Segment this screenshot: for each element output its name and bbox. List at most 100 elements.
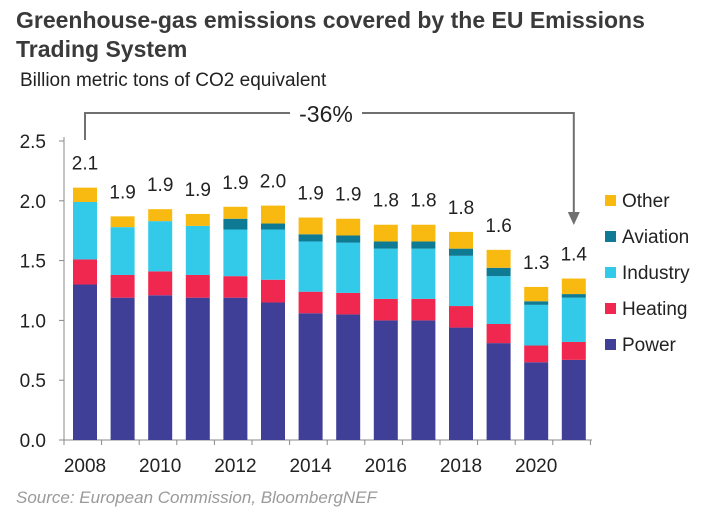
x-tick-label: 2016	[365, 456, 407, 477]
y-tick-label: 0.0	[20, 431, 46, 452]
legend-swatch-heating	[605, 303, 616, 314]
bar-aviation-2019	[486, 267, 511, 277]
bar-industry-2009	[110, 227, 135, 275]
bar-other-2012	[223, 206, 248, 219]
legend-swatch-aviation	[605, 231, 616, 242]
bar-power-2010	[148, 295, 173, 440]
y-tick-label: 1.5	[20, 252, 46, 273]
bar-aviation-2013	[261, 223, 285, 230]
legend-label-other: Other	[622, 191, 670, 212]
legend-label-heating: Heating	[622, 299, 688, 320]
total-label-2008: 2.1	[72, 154, 98, 175]
legend-label-industry: Industry	[622, 263, 690, 284]
bar-power-2020	[524, 362, 549, 440]
bar-heating-2011	[185, 274, 210, 298]
x-tick-label: 2008	[64, 456, 106, 477]
bar-power-2009	[110, 297, 135, 440]
y-axis-label: Billion metric tons of CO2 equivalent	[20, 70, 327, 91]
bar-industry-2019	[486, 276, 511, 324]
bar-other-2011	[185, 213, 210, 226]
bar-other-2016	[373, 224, 398, 242]
total-label-2013: 2.0	[260, 172, 286, 193]
chart-title: Greenhouse-gas emissions covered by the …	[16, 7, 645, 62]
bar-other-2009	[110, 216, 135, 228]
total-label-2017: 1.8	[410, 191, 436, 212]
change-bracket-left	[84, 112, 290, 140]
y-tick-label: 2.5	[20, 132, 46, 153]
bar-heating-2012	[223, 276, 248, 298]
bar-heating-2010	[148, 271, 173, 296]
bar-power-2021	[561, 359, 586, 440]
bar-aviation-2014	[298, 234, 323, 242]
x-tick-label: 2010	[139, 456, 181, 477]
bar-other-2008	[73, 187, 97, 202]
bar-power-2011	[185, 297, 210, 440]
source-note: Source: European Commission, BloombergNE…	[16, 488, 377, 507]
x-tick-label: 2020	[515, 456, 557, 477]
bar-industry-2018	[449, 255, 473, 307]
total-label-2009: 1.9	[109, 182, 135, 203]
bar-power-2012	[223, 297, 248, 440]
change-arrowhead	[567, 212, 580, 225]
y-tick-label: 1.0	[20, 311, 46, 332]
bar-heating-2015	[336, 292, 361, 315]
legend-swatch-industry	[605, 267, 616, 278]
bar-power-2017	[411, 320, 436, 440]
total-label-2021: 1.4	[561, 245, 588, 266]
bar-industry-2020	[524, 304, 549, 346]
bar-industry-2017	[411, 248, 436, 299]
total-label-2010: 1.9	[147, 175, 173, 196]
x-tick-label: 2018	[440, 456, 482, 477]
bar-power-2013	[261, 302, 285, 440]
bar-other-2021	[561, 278, 586, 295]
y-tick-label: 2.0	[20, 192, 46, 213]
bar-other-2013	[261, 205, 285, 224]
bar-power-2016	[373, 320, 398, 440]
bar-industry-2015	[336, 242, 361, 293]
bar-heating-2021	[561, 341, 586, 360]
bar-other-2017	[411, 224, 436, 242]
total-label-2011: 1.9	[185, 180, 211, 201]
bar-aviation-2020	[524, 301, 549, 305]
bar-aviation-2017	[411, 241, 436, 249]
legend-label-aviation: Aviation	[622, 227, 689, 248]
total-label-2020: 1.3	[523, 253, 549, 274]
bar-power-2019	[486, 343, 511, 440]
total-label-2014: 1.9	[297, 184, 323, 205]
bar-aviation-2018	[449, 248, 473, 256]
bar-heating-2009	[110, 274, 135, 298]
legend-label-power: Power	[622, 335, 677, 356]
bar-heating-2019	[486, 323, 511, 344]
bar-industry-2013	[261, 229, 285, 280]
bar-heating-2020	[524, 345, 549, 363]
bar-aviation-2021	[561, 294, 586, 298]
bar-heating-2016	[373, 298, 398, 321]
bar-other-2019	[486, 249, 511, 268]
bar-aviation-2015	[336, 235, 361, 243]
bar-industry-2021	[561, 297, 586, 342]
total-label-2012: 1.9	[222, 173, 248, 194]
bar-power-2015	[336, 314, 361, 440]
bar-power-2008	[73, 284, 97, 440]
change-bracket-right	[362, 112, 575, 216]
bar-industry-2014	[298, 241, 323, 292]
bar-other-2018	[449, 231, 473, 249]
total-label-2019: 1.6	[485, 216, 511, 237]
bar-other-2014	[298, 217, 323, 235]
bar-other-2020	[524, 286, 549, 302]
bar-industry-2010	[148, 221, 173, 272]
total-label-2016: 1.8	[373, 191, 399, 212]
total-label-2018: 1.8	[448, 198, 474, 219]
change-label: -36%	[299, 101, 353, 127]
bar-other-2015	[336, 218, 361, 236]
legend-swatch-other	[605, 195, 616, 206]
bar-industry-2016	[373, 248, 398, 299]
bar-industry-2008	[73, 201, 97, 260]
bar-power-2014	[298, 313, 323, 440]
bar-other-2010	[148, 209, 173, 222]
x-tick-label: 2012	[214, 456, 256, 477]
bar-heating-2018	[449, 306, 473, 328]
x-tick-label: 2014	[289, 456, 332, 477]
bar-heating-2017	[411, 298, 436, 321]
